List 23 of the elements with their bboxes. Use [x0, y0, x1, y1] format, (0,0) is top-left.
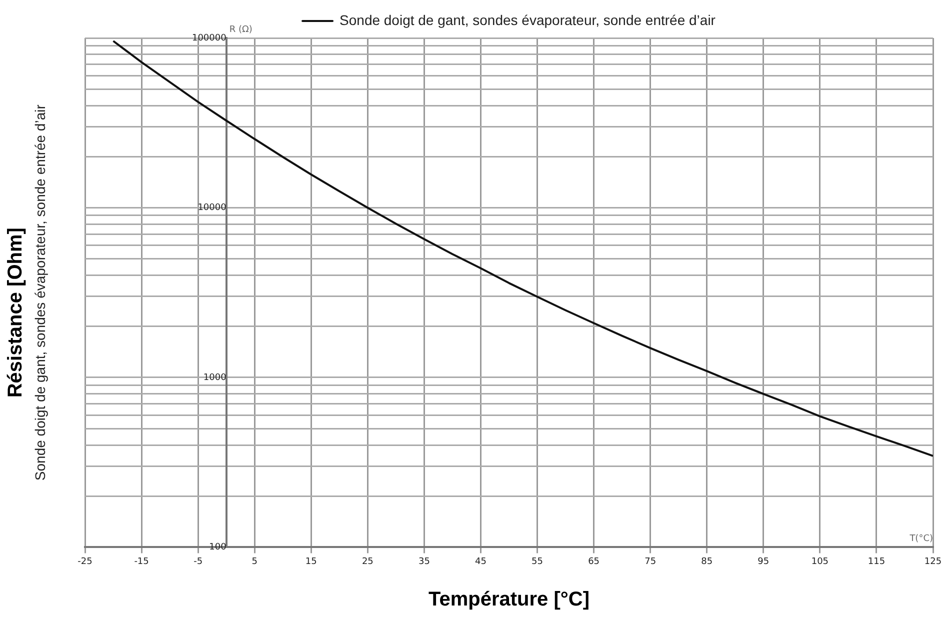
x-axis-title: Température [°C] [428, 588, 590, 611]
x-tick-label: 45 [475, 556, 486, 567]
x-tick-label: 85 [701, 556, 713, 567]
y-tick-label: 100000 [192, 33, 227, 44]
x-tick-label: -25 [78, 556, 92, 567]
x-tick-label: 5 [252, 556, 258, 567]
text: Sonde doigt de gant, sondes évaporateur, sonde entrée d’air [32, 104, 48, 481]
x-tick-label: 35 [418, 556, 430, 567]
x-tick-label: 55 [532, 556, 543, 567]
legend-label: Sonde doigt de gant, sondes évaporateur, sonde entrée d’air [340, 12, 716, 28]
x-tick-label: 15 [305, 556, 317, 567]
x-tick-label: 125 [924, 556, 942, 567]
x-tick-label: 25 [362, 556, 374, 567]
y-axis-title: Résistance [Ohm] [4, 228, 27, 398]
x-tick-label: 75 [644, 556, 656, 567]
x-tick-label: -15 [134, 556, 149, 567]
x-tick-label: 105 [811, 556, 829, 567]
annotation: T(°C) [908, 534, 933, 544]
x-tick-label: 95 [758, 556, 770, 567]
x-tick-label: 65 [588, 556, 600, 567]
x-tick-label: -5 [194, 556, 203, 567]
text: R (Ω) [229, 24, 252, 35]
x-tick-label: 115 [868, 556, 886, 567]
